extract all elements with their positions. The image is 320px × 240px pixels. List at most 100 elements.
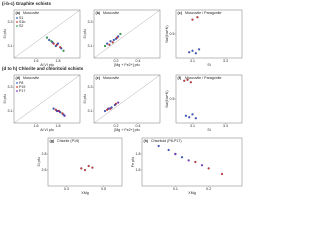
x-tick-label: 3.1 — [190, 124, 195, 128]
data-point — [194, 160, 197, 164]
x-axis-label: [Mg + Fe2+] pfu — [114, 63, 139, 67]
y-tick-label: 3.3 — [88, 85, 93, 89]
y-tick-label: 3.3 — [8, 20, 13, 24]
y-axis-label: Na/(Na+K) — [165, 90, 169, 107]
section-title: (d to h) Chlorite and chloritoid schists — [2, 66, 84, 71]
data-point — [180, 156, 184, 159]
x-tick-label: 0.2 — [114, 59, 119, 63]
panel-title: Muscovite / Paragonite — [185, 11, 222, 15]
y-tick-label: 1.6 — [136, 168, 141, 172]
x-tick-label: 0.3 — [64, 187, 69, 191]
panel-frame — [141, 137, 243, 187]
y-axis-label: Na/(Na+K) — [165, 25, 169, 42]
data-point — [157, 144, 160, 148]
data-point — [45, 36, 49, 39]
data-point — [103, 109, 107, 113]
legend-label: P17 — [19, 89, 25, 93]
y-tick-label: 0.5 — [170, 97, 175, 101]
data-point — [116, 36, 119, 39]
x-tick-label: 0.1 — [173, 187, 178, 191]
x-axis-label: XMg — [81, 191, 88, 195]
data-point — [194, 52, 197, 55]
data-point — [117, 101, 120, 104]
panel-title: Muscovite — [103, 11, 119, 15]
y-tick-label: 1.8 — [136, 152, 141, 156]
x-axis-label: Si — [207, 63, 210, 67]
legend-marker — [16, 25, 18, 27]
data-point — [80, 167, 83, 170]
data-point — [183, 79, 186, 82]
data-point — [103, 44, 107, 48]
y-axis-label: Si pfu — [3, 29, 7, 38]
data-point — [191, 18, 194, 21]
data-point — [196, 16, 199, 19]
y-axis-label: Si pfu — [37, 157, 41, 166]
section-title: (i-b-c) Graphite schists — [2, 1, 52, 6]
data-point — [174, 152, 177, 156]
x-tick-label: 3.3 — [223, 59, 228, 63]
y-tick-label: 0.5 — [170, 32, 175, 36]
data-point — [50, 40, 53, 43]
data-point — [106, 108, 109, 111]
data-point — [56, 109, 60, 113]
data-point — [112, 38, 115, 42]
panel-title: Chloritoid (P8-P17) — [151, 139, 182, 143]
data-point — [106, 42, 109, 45]
data-point — [188, 116, 191, 119]
panel-label: (d) — [16, 76, 21, 80]
data-point — [62, 49, 65, 52]
data-point — [191, 49, 194, 52]
x-tick-label: 1.8 — [56, 59, 61, 63]
data-point — [111, 41, 114, 44]
legend-label: S1 — [19, 16, 23, 20]
data-point — [108, 43, 111, 46]
legend-marker — [16, 82, 18, 84]
y-tick-label: 3.1 — [8, 44, 13, 48]
x-tick-label: 3.1 — [190, 59, 195, 63]
data-point — [83, 168, 87, 172]
panel-label: (h) — [144, 139, 149, 143]
data-point — [220, 172, 224, 176]
reference-line — [93, 74, 161, 124]
x-tick-label: 0.2 — [206, 187, 211, 191]
data-point — [109, 40, 112, 43]
panel-title: Muscovite — [23, 11, 39, 15]
data-point — [119, 32, 122, 36]
data-point — [87, 164, 90, 168]
x-tick-label: 0.4 — [136, 124, 141, 128]
x-axis-label: Al VI pfu — [40, 63, 54, 67]
y-tick-label: 3.3 — [88, 20, 93, 24]
data-point — [54, 108, 57, 111]
data-point — [187, 159, 190, 162]
data-point — [200, 164, 204, 167]
reference-line — [93, 9, 161, 59]
data-point — [91, 166, 94, 169]
y-axis-label: Si pfu — [83, 29, 87, 38]
x-tick-label: 0.2 — [114, 124, 119, 128]
legend-marker — [16, 17, 18, 19]
panel-frame — [47, 137, 123, 187]
data-point — [61, 112, 64, 115]
data-point — [52, 107, 55, 110]
data-point — [198, 48, 201, 51]
panel-label: (a) — [16, 11, 21, 15]
x-axis-label: XMg — [188, 191, 195, 195]
reference-line — [13, 9, 81, 59]
y-axis-label: Si pfu — [83, 94, 87, 103]
data-point — [186, 78, 189, 81]
panel-frame — [175, 74, 243, 124]
panel-title: Muscovite — [103, 76, 119, 80]
x-tick-label: 0.4 — [136, 59, 141, 63]
data-point — [55, 43, 58, 46]
panel-title: Muscovite — [23, 76, 39, 80]
x-tick-label: 1.6 — [34, 59, 39, 63]
data-point — [59, 46, 62, 49]
data-point — [207, 167, 210, 170]
data-point — [52, 42, 55, 45]
reference-line — [13, 74, 81, 124]
figure: (i-b-c) Graphite schists (d to h) Chlori… — [2, 1, 243, 195]
legend-label: S1b — [19, 20, 25, 24]
x-tick-label: 1.6 — [34, 124, 39, 128]
x-axis-label: Al VI pfu — [40, 128, 54, 132]
legend-marker — [16, 86, 18, 88]
